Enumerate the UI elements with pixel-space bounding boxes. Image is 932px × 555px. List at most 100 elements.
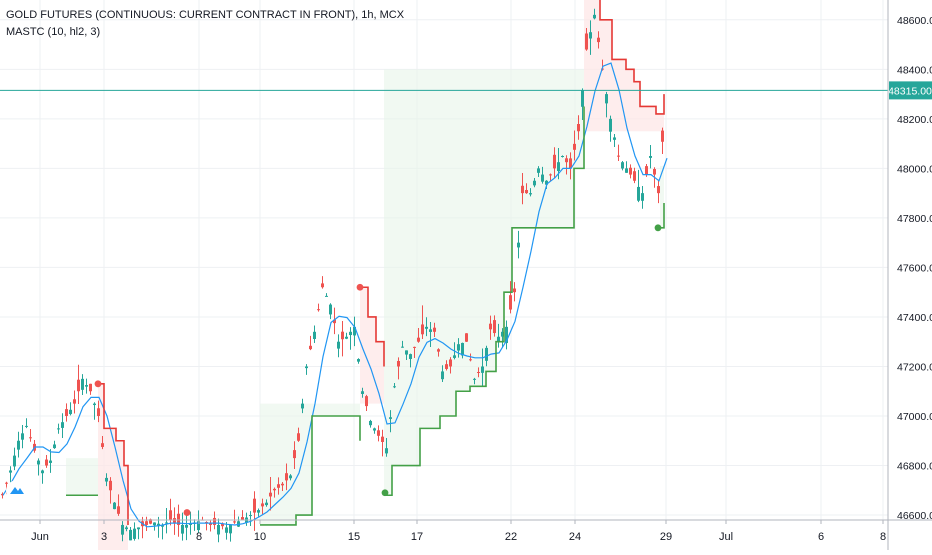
- candle-body: [221, 524, 224, 527]
- candle-body: [357, 359, 360, 362]
- time-tick-label: 8: [196, 531, 202, 543]
- candle-body: [621, 162, 624, 169]
- candle-body: [449, 359, 452, 367]
- candle-body: [41, 470, 44, 474]
- signal-dot: [654, 224, 662, 232]
- candle-body: [513, 288, 516, 293]
- price-tick-label: 48600.00: [897, 15, 932, 27]
- candle-body: [17, 440, 20, 450]
- band-fills: [66, 0, 664, 555]
- time-tick-label: Jun: [31, 531, 49, 543]
- candle-body: [525, 190, 528, 194]
- candle-body: [105, 477, 108, 482]
- candle-body: [553, 154, 556, 169]
- time-tick-label: 8: [880, 531, 886, 543]
- candle-body: [109, 480, 112, 491]
- resistance-fill: [360, 287, 384, 404]
- time-tick-label: 29: [660, 531, 672, 543]
- candle-body: [77, 379, 80, 392]
- time-tick-label: 3: [101, 531, 107, 543]
- candle-body: [557, 162, 560, 172]
- candle-body: [453, 355, 456, 358]
- candle-body: [501, 331, 504, 337]
- candle-body: [49, 460, 52, 463]
- candle-body: [57, 428, 60, 430]
- support-line: [384, 106, 585, 497]
- candle-body: [273, 488, 276, 491]
- candle-body: [153, 522, 156, 526]
- candle-body: [569, 158, 572, 169]
- candle-body: [421, 324, 424, 335]
- signal-dot: [94, 380, 102, 388]
- signal-dot: [381, 489, 389, 497]
- candle-body: [489, 323, 492, 330]
- candle-body: [401, 346, 404, 348]
- candle-body: [225, 527, 228, 533]
- resistance-line: [599, 0, 665, 115]
- price-tick-label: 46800.00: [897, 461, 932, 473]
- candle-body: [389, 417, 392, 419]
- candle-body: [101, 443, 104, 447]
- candle-body: [373, 428, 376, 431]
- candle-body: [657, 186, 660, 194]
- candle-body: [561, 156, 564, 157]
- candle-body: [477, 371, 480, 373]
- candle-body: [325, 295, 328, 297]
- support-fill: [660, 165, 664, 228]
- current-price-line: 48315.00: [0, 81, 932, 100]
- candle-body: [85, 385, 88, 387]
- current-price-badge: [889, 81, 932, 100]
- price-tick-label: 46600.00: [897, 510, 932, 522]
- candle-body: [345, 336, 348, 339]
- price-tick-label: 47800.00: [897, 213, 932, 225]
- candle-body: [29, 437, 32, 439]
- candle-body: [93, 403, 96, 406]
- candle-body: [317, 309, 320, 311]
- candle-body: [429, 329, 432, 332]
- candle-body: [197, 521, 200, 531]
- time-tick-label: Jul: [719, 531, 733, 543]
- candle-body: [597, 37, 600, 43]
- candle-body: [5, 482, 8, 484]
- candle-body: [653, 169, 656, 175]
- candle-body: [629, 167, 632, 175]
- candle-body: [473, 378, 476, 380]
- candle-body: [129, 529, 132, 541]
- current-price-label: 48315.00: [888, 85, 932, 97]
- candle-body: [465, 333, 468, 342]
- candle-body: [113, 502, 116, 510]
- price-tick-label: 48000.00: [897, 163, 932, 175]
- candle-body: [297, 433, 300, 441]
- candle-body: [209, 522, 212, 525]
- candle-body: [125, 527, 128, 530]
- candle-body: [257, 510, 260, 513]
- candle-body: [81, 378, 84, 390]
- candle-body: [69, 409, 72, 415]
- candle-body: [445, 364, 448, 369]
- candle-body: [253, 498, 256, 513]
- chart-title: GOLD FUTURES (CONTINUOUS: CURRENT CONTRA…: [6, 9, 405, 21]
- tradingview-logo-icon[interactable]: [6, 480, 28, 502]
- candle-body: [329, 304, 332, 315]
- candle-body: [13, 455, 16, 467]
- candle-body: [181, 524, 184, 534]
- candle-body: [341, 331, 344, 340]
- candle-body: [37, 460, 40, 465]
- candle-body: [517, 242, 520, 248]
- candle-body: [9, 470, 12, 473]
- candle-body: [97, 408, 100, 416]
- candle-body: [313, 331, 316, 339]
- price-tick-label: 47000.00: [897, 411, 932, 423]
- candle-body: [369, 420, 372, 426]
- candle-body: [521, 185, 524, 194]
- candle-body: [233, 521, 236, 523]
- candle-body: [589, 32, 592, 39]
- candle-body: [21, 433, 24, 440]
- candle-body: [61, 422, 64, 428]
- legend-block: GOLD FUTURES (CONTINUOUS: CURRENT CONTRA…: [6, 7, 404, 41]
- candle-body: [137, 527, 140, 530]
- candle-body: [405, 350, 408, 355]
- candle-body: [485, 347, 488, 361]
